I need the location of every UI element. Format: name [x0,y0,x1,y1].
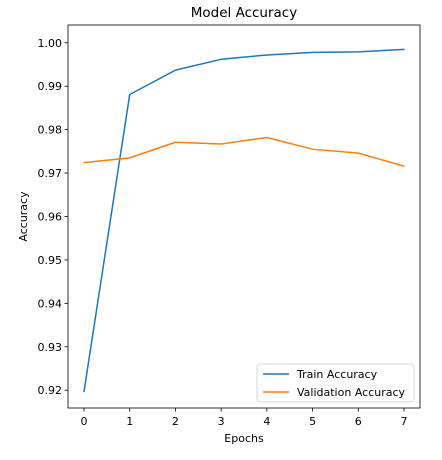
legend-box [256,363,415,403]
train-accuracy-line [83,48,405,393]
y-tick-label: 0.96 [38,211,63,224]
y-tick-label: 0.94 [38,297,63,310]
chart-title: Model Accuracy [191,5,297,21]
x-axis-label: Epochs [224,432,264,445]
y-tick-label: 1.00 [38,37,63,50]
plot-frame [67,24,421,409]
x-tick-label: 6 [355,415,362,428]
x-tick-label: 7 [401,415,408,428]
validation-accuracy-line [83,136,405,167]
x-tick-label: 4 [263,415,270,428]
y-axis-label: Accuracy [17,191,30,242]
y-tick-label: 0.93 [38,341,63,354]
x-tick-label: 3 [218,415,225,428]
legend: Train Accuracy Validation Accuracy [256,363,415,403]
y-tick-label: 0.98 [38,124,63,137]
series-layer [83,48,405,393]
y-tick-label: 0.95 [38,254,63,267]
legend-label-validation: Validation Accuracy [297,386,406,399]
legend-label-train: Train Accuracy [296,368,378,381]
x-tick-label: 1 [126,415,133,428]
x-tick-label: 2 [172,415,179,428]
y-tick-label: 0.97 [38,167,63,180]
x-tick-label: 5 [309,415,316,428]
x-tick-label: 0 [81,415,88,428]
x-axis: 0 1 2 3 4 5 6 7 [81,408,408,428]
y-tick-label: 0.99 [38,80,63,93]
y-tick-label: 0.92 [38,384,63,397]
y-axis: 0.92 0.93 0.94 0.95 0.96 0.97 0.98 0.99 1.00 [38,37,68,397]
